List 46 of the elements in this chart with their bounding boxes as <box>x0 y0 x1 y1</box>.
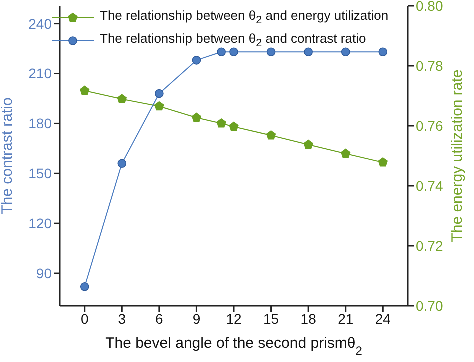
legend-label: The relationship between θ$_{2}$ and energy utilization <box>100 7 389 29</box>
x-tick-label: 0 <box>80 310 89 327</box>
point <box>230 48 238 57</box>
x-axis-title: The bevel angle of the second prismθ$_{2}$ <box>106 335 363 358</box>
point <box>304 48 313 57</box>
point <box>118 159 127 168</box>
point <box>378 158 388 167</box>
y2-tick-label: 0.76 <box>416 118 444 134</box>
point <box>341 148 351 158</box>
point <box>217 48 226 57</box>
point <box>229 122 239 132</box>
y-tick-label: 120 <box>28 216 52 232</box>
x-tick-label: 3 <box>118 310 126 327</box>
y-tick-label: 240 <box>28 16 52 32</box>
y-tick-label: 90 <box>36 266 52 282</box>
point <box>266 48 276 57</box>
point <box>80 282 90 292</box>
y-tick-label: 210 <box>28 66 52 82</box>
y2-tick-label: 0.80 <box>416 0 444 14</box>
x-tick-label: 24 <box>375 310 392 327</box>
legend-label: The relationship between θ$_{2}$ and contrast ratio <box>100 30 366 52</box>
point <box>192 56 202 65</box>
x-tick-label: 9 <box>192 310 201 327</box>
point <box>341 48 350 57</box>
y-tick-label: 180 <box>28 116 52 132</box>
point <box>154 102 164 111</box>
y2-axis-title: The energy utilization rate <box>449 70 466 242</box>
x-tick-label: 6 <box>156 310 164 327</box>
point <box>80 86 90 96</box>
y2-tick-label: 0.74 <box>416 178 444 194</box>
point <box>216 118 226 128</box>
y-axis-title: The contrast ratio <box>0 98 16 214</box>
point <box>304 140 314 150</box>
point <box>192 112 202 122</box>
y2-tick-label: 0.72 <box>416 238 444 254</box>
point <box>378 48 388 57</box>
y2-tick-label: 0.78 <box>416 58 444 74</box>
x-tick-label: 18 <box>300 310 317 327</box>
y2-tick-label: 0.70 <box>416 298 444 314</box>
x-tick-label: 15 <box>263 310 280 327</box>
x-tick-label: 21 <box>338 310 354 327</box>
point <box>117 94 127 104</box>
y-tick-label: 150 <box>28 166 52 182</box>
point <box>155 89 164 98</box>
x-tick-label: 12 <box>226 310 242 327</box>
point <box>266 130 276 140</box>
